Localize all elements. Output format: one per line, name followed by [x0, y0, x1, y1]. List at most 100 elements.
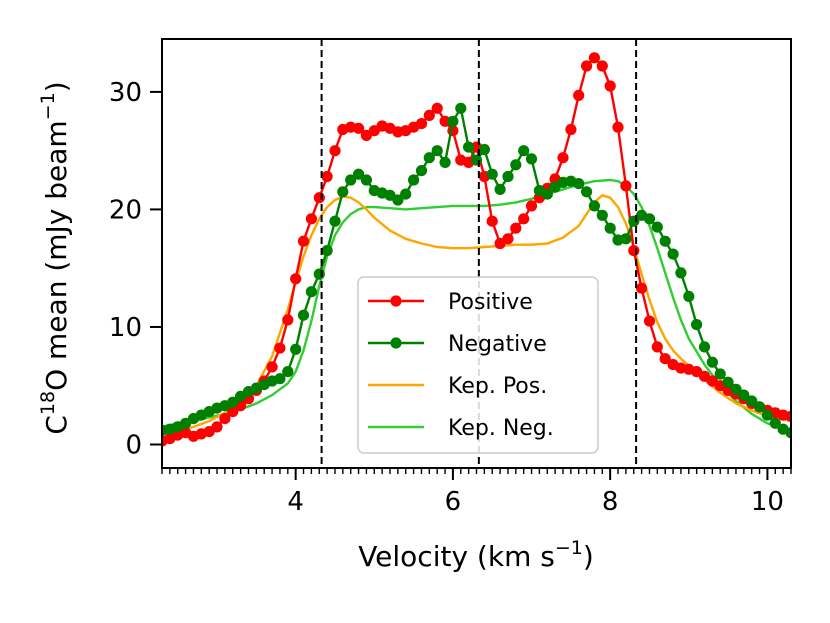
data-point-negative: [313, 268, 325, 280]
data-point-negative: [541, 188, 553, 200]
data-point-positive: [321, 170, 333, 183]
x-axis-label: Velocity (km s−1): [358, 537, 594, 573]
data-point-positive: [502, 233, 514, 245]
y-axis-label-mid: O mean (mJy beam: [40, 120, 73, 391]
data-point-negative: [274, 373, 286, 385]
data-point-negative: [510, 159, 522, 171]
data-point-positive: [557, 152, 569, 164]
series-layer: [162, 52, 791, 447]
y-tick-label: 20: [109, 195, 142, 225]
data-point-negative: [400, 188, 412, 200]
data-point-positive: [227, 406, 239, 418]
data-point-negative: [769, 417, 781, 429]
series-negative: [162, 102, 791, 439]
series-line-kep-neg: [162, 178, 791, 432]
data-point-negative: [620, 233, 632, 245]
data-point-positive: [510, 222, 522, 234]
data-point-positive: [628, 245, 640, 257]
data-point-positive: [423, 109, 435, 121]
data-point-negative: [596, 209, 608, 221]
data-point-negative: [761, 409, 774, 421]
y-tick-label: 30: [109, 78, 142, 108]
legend: Positive Negative Kep. Pos. Kep. Neg.: [357, 276, 599, 454]
data-point-positive: [573, 89, 585, 101]
x-tick-label: 6: [445, 487, 462, 517]
data-point-negative: [290, 343, 302, 355]
data-point-negative: [691, 319, 703, 331]
data-point-negative: [588, 200, 601, 212]
data-point-negative: [297, 309, 310, 321]
data-point-positive: [596, 60, 608, 72]
data-point-negative: [360, 174, 372, 186]
data-point-positive: [266, 361, 278, 373]
data-point-positive: [439, 115, 451, 127]
series-positive: [162, 52, 791, 447]
data-point-positive: [612, 121, 624, 133]
data-point-negative: [408, 174, 420, 186]
data-point-negative: [305, 286, 317, 298]
data-point-positive: [282, 314, 294, 326]
data-point-negative: [494, 183, 506, 195]
data-point-negative: [345, 174, 357, 186]
data-point-negative: [502, 170, 514, 183]
data-point-positive: [305, 213, 317, 225]
y-tick-label: 10: [109, 313, 142, 343]
data-point-positive: [620, 180, 632, 192]
x-axis-label-tail: ): [583, 540, 594, 573]
data-point-negative: [573, 178, 585, 190]
data-point-negative: [643, 213, 656, 225]
x-tick-label: 10: [751, 487, 784, 517]
data-point-negative: [706, 356, 719, 368]
data-point-negative: [455, 102, 467, 114]
data-point-negative: [423, 152, 435, 164]
data-point-negative: [683, 290, 695, 302]
legend-entry-kep-pos: Kep. Pos.: [368, 374, 547, 399]
x-tick-label: 4: [287, 487, 304, 517]
data-point-negative: [329, 215, 341, 227]
data-point-positive: [581, 60, 593, 72]
y-axis-label-pre: C: [40, 415, 73, 435]
data-point-negative: [525, 153, 538, 165]
data-point-positive: [659, 353, 671, 365]
data-point-positive: [525, 200, 538, 212]
data-point-positive: [415, 118, 428, 130]
legend-entry-kep-neg: Kep. Neg.: [368, 416, 554, 441]
data-point-positive: [431, 102, 443, 114]
data-point-positive: [274, 342, 286, 354]
data-point-positive: [651, 341, 663, 353]
data-point-positive: [486, 215, 498, 227]
data-point-negative: [604, 222, 616, 234]
y-axis-label-tail: ): [40, 81, 73, 92]
data-point-negative: [659, 235, 671, 247]
data-point-negative: [698, 341, 711, 353]
x-tick-label: 8: [602, 487, 619, 517]
data-point-negative: [415, 165, 428, 177]
data-point-positive: [588, 52, 601, 64]
legend-label-negative: Negative: [448, 332, 547, 357]
data-point-positive: [643, 315, 656, 327]
data-point-positive: [604, 80, 616, 92]
data-point-negative: [785, 427, 791, 439]
data-point-negative: [714, 368, 726, 380]
x-axis-label-superscript: −1: [555, 537, 583, 559]
data-point-negative: [738, 389, 750, 401]
data-point-negative: [486, 168, 498, 180]
data-point-negative: [447, 115, 459, 127]
data-point-negative: [651, 221, 663, 233]
series-kep-neg: [162, 178, 791, 432]
data-point-negative: [463, 141, 475, 153]
y-axis-label: C18O mean (mJy beam−1): [37, 81, 73, 434]
legend-frame: [357, 276, 599, 454]
data-point-negative: [722, 376, 734, 388]
legend-entry-positive: Positive: [368, 290, 533, 315]
legend-label-kep-neg: Kep. Neg.: [448, 416, 554, 441]
data-point-negative: [337, 186, 349, 198]
data-point-positive: [290, 273, 302, 285]
data-point-positive: [518, 213, 530, 225]
data-point-negative: [227, 396, 239, 408]
data-point-positive: [211, 421, 223, 433]
data-point-negative: [667, 248, 679, 260]
data-point-negative: [581, 186, 593, 198]
